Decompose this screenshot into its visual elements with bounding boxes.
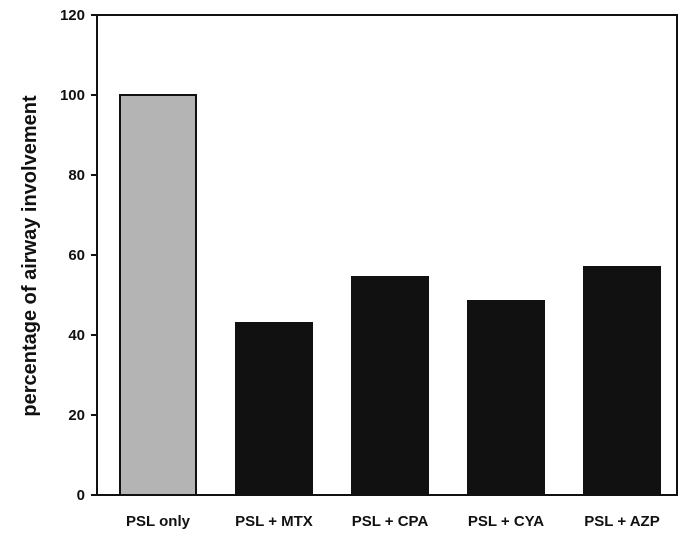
bar-psl-cya (467, 300, 545, 496)
bar-psl-mtx (235, 322, 313, 496)
bar-psl-only (119, 94, 197, 496)
y-axis-title: percentage of airway involvement (19, 95, 41, 417)
y-tick-label: 80 (68, 167, 85, 184)
x-category-label: PSL only (126, 513, 191, 530)
x-axis-labels: PSL only PSL + MTX PSL + CPA PSL + CYA PSL +… (126, 513, 660, 530)
y-tick-label: 100 (60, 87, 85, 104)
y-tick-label: 20 (68, 407, 85, 424)
x-category-label: PSL + CYA (468, 513, 544, 530)
bar-psl-cpa (351, 276, 429, 496)
y-tick-label: 0 (77, 487, 85, 504)
x-category-label: PSL + CPA (352, 513, 429, 530)
bars (119, 94, 661, 496)
x-category-label: PSL + MTX (235, 513, 313, 530)
y-tick-label: 60 (68, 247, 85, 264)
plot-frame (96, 14, 678, 496)
y-tick-label: 120 (60, 7, 85, 24)
y-tick-label: 40 (68, 327, 85, 344)
x-category-label: PSL + AZP (584, 513, 659, 530)
bar-psl-azp (583, 266, 661, 496)
y-axis-ticks: 0 20 40 60 80 100 120 (60, 7, 97, 504)
